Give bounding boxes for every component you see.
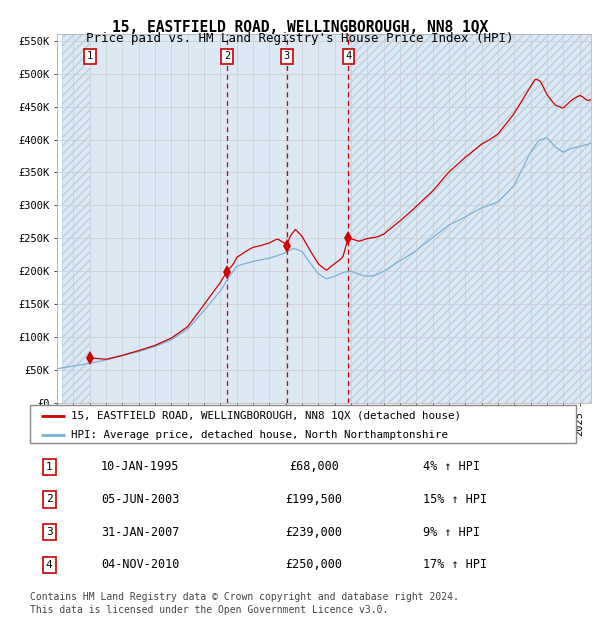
Text: 9% ↑ HPI: 9% ↑ HPI [423,526,480,539]
Text: 2: 2 [46,494,52,505]
Text: 2: 2 [224,51,230,61]
Text: 10-JAN-1995: 10-JAN-1995 [101,460,179,473]
Text: 04-NOV-2010: 04-NOV-2010 [101,559,179,572]
Bar [62,34,90,403]
Text: £250,000: £250,000 [286,559,343,572]
Bar [90,34,349,403]
Text: 15% ↑ HPI: 15% ↑ HPI [423,493,487,506]
Text: 1: 1 [46,462,52,472]
Text: 17% ↑ HPI: 17% ↑ HPI [423,559,487,572]
Text: £199,500: £199,500 [286,493,343,506]
Text: 3: 3 [46,527,52,537]
Text: Contains HM Land Registry data © Crown copyright and database right 2024.
This d: Contains HM Land Registry data © Crown c… [30,592,459,615]
Text: HPI: Average price, detached house, North Northamptonshire: HPI: Average price, detached house, Nort… [71,430,448,440]
Text: 4: 4 [345,51,352,61]
Text: £239,000: £239,000 [286,526,343,539]
Text: £68,000: £68,000 [289,460,339,473]
FancyBboxPatch shape [30,405,576,443]
Text: 1: 1 [87,51,93,61]
Bar [349,34,591,403]
Text: 15, EASTFIELD ROAD, WELLINGBOROUGH, NN8 1QX (detached house): 15, EASTFIELD ROAD, WELLINGBOROUGH, NN8 … [71,410,461,420]
Text: 05-JUN-2003: 05-JUN-2003 [101,493,179,506]
Text: 3: 3 [284,51,290,61]
Text: Price paid vs. HM Land Registry's House Price Index (HPI): Price paid vs. HM Land Registry's House … [86,32,514,45]
Text: 31-JAN-2007: 31-JAN-2007 [101,526,179,539]
Text: 15, EASTFIELD ROAD, WELLINGBOROUGH, NN8 1QX: 15, EASTFIELD ROAD, WELLINGBOROUGH, NN8 … [112,20,488,35]
Text: 4% ↑ HPI: 4% ↑ HPI [423,460,480,473]
Text: 4: 4 [46,560,52,570]
